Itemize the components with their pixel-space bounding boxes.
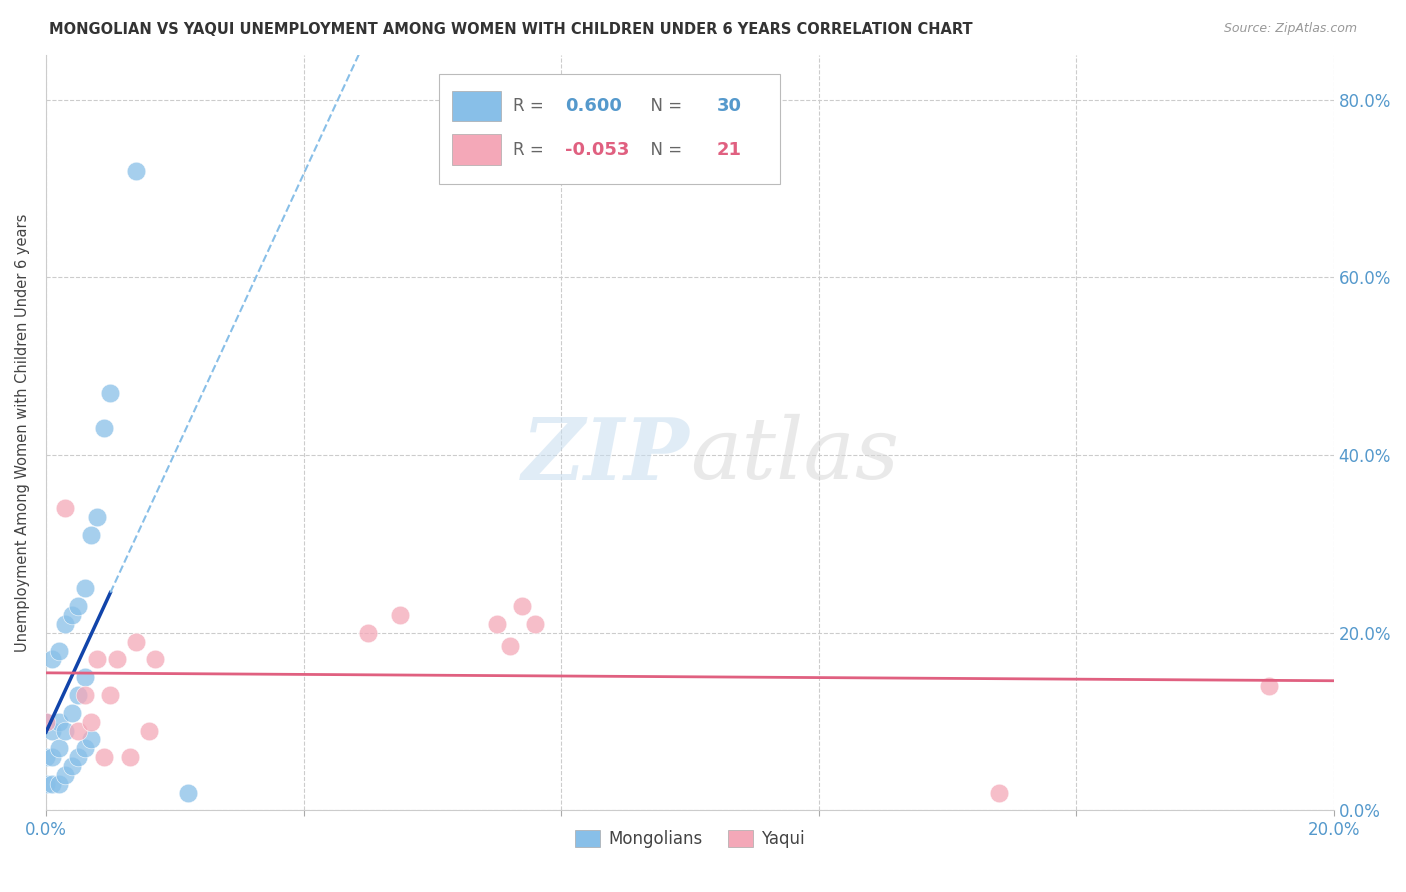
Point [73,670,96,684]
Point [53,723,76,738]
Point [105,652,128,666]
Text: 30: 30 [717,96,742,115]
Legend: Mongolians, Yaqui: Mongolians, Yaqui [568,823,811,855]
Point [41,777,63,791]
Point [48,643,70,657]
Point [145,652,167,666]
Point [73,741,96,756]
Point [1258,679,1281,693]
Point [67,750,90,764]
Text: R =: R = [513,96,550,115]
Text: MONGOLIAN VS YAQUI UNEMPLOYMENT AMONG WOMEN WITH CHILDREN UNDER 6 YEARS CORRELAT: MONGOLIAN VS YAQUI UNEMPLOYMENT AMONG WO… [49,22,973,37]
Point [86,510,108,524]
FancyBboxPatch shape [451,135,501,165]
Point [67,599,90,613]
Point [60,759,83,773]
Point [93,750,115,764]
Point [73,582,96,596]
Point [73,688,96,702]
Point [80,732,103,747]
Point [48,714,70,729]
FancyBboxPatch shape [439,74,780,184]
Text: N =: N = [640,96,688,115]
Point [93,421,115,435]
Point [35,714,58,729]
Point [35,714,58,729]
Point [512,599,534,613]
Point [67,688,90,702]
Point [41,750,63,764]
Point [138,723,160,738]
Point [53,768,76,782]
Point [48,777,70,791]
Point [60,706,83,720]
Text: Source: ZipAtlas.com: Source: ZipAtlas.com [1223,22,1357,36]
Text: N =: N = [640,141,688,159]
Text: -0.053: -0.053 [565,141,630,159]
Point [86,652,108,666]
Point [485,616,508,631]
Point [524,616,547,631]
Point [67,723,90,738]
Text: ZIP: ZIP [522,414,690,497]
Point [41,652,63,666]
Text: 0.600: 0.600 [565,96,621,115]
Point [80,528,103,542]
Point [48,741,70,756]
Text: 21: 21 [717,141,742,159]
Point [987,786,1010,800]
FancyBboxPatch shape [451,91,501,120]
Point [125,634,148,648]
Point [176,786,198,800]
Point [53,501,76,516]
Point [35,750,58,764]
Point [80,714,103,729]
Point [357,625,380,640]
Point [41,723,63,738]
Point [60,607,83,622]
Text: R =: R = [513,141,550,159]
Point [53,616,76,631]
Point [389,607,412,622]
Point [98,688,121,702]
Point [118,750,141,764]
Text: atlas: atlas [690,414,898,497]
Point [498,639,520,653]
Y-axis label: Unemployment Among Women with Children Under 6 years: Unemployment Among Women with Children U… [15,213,30,652]
Point [35,777,58,791]
Point [98,385,121,400]
Point [125,163,148,178]
